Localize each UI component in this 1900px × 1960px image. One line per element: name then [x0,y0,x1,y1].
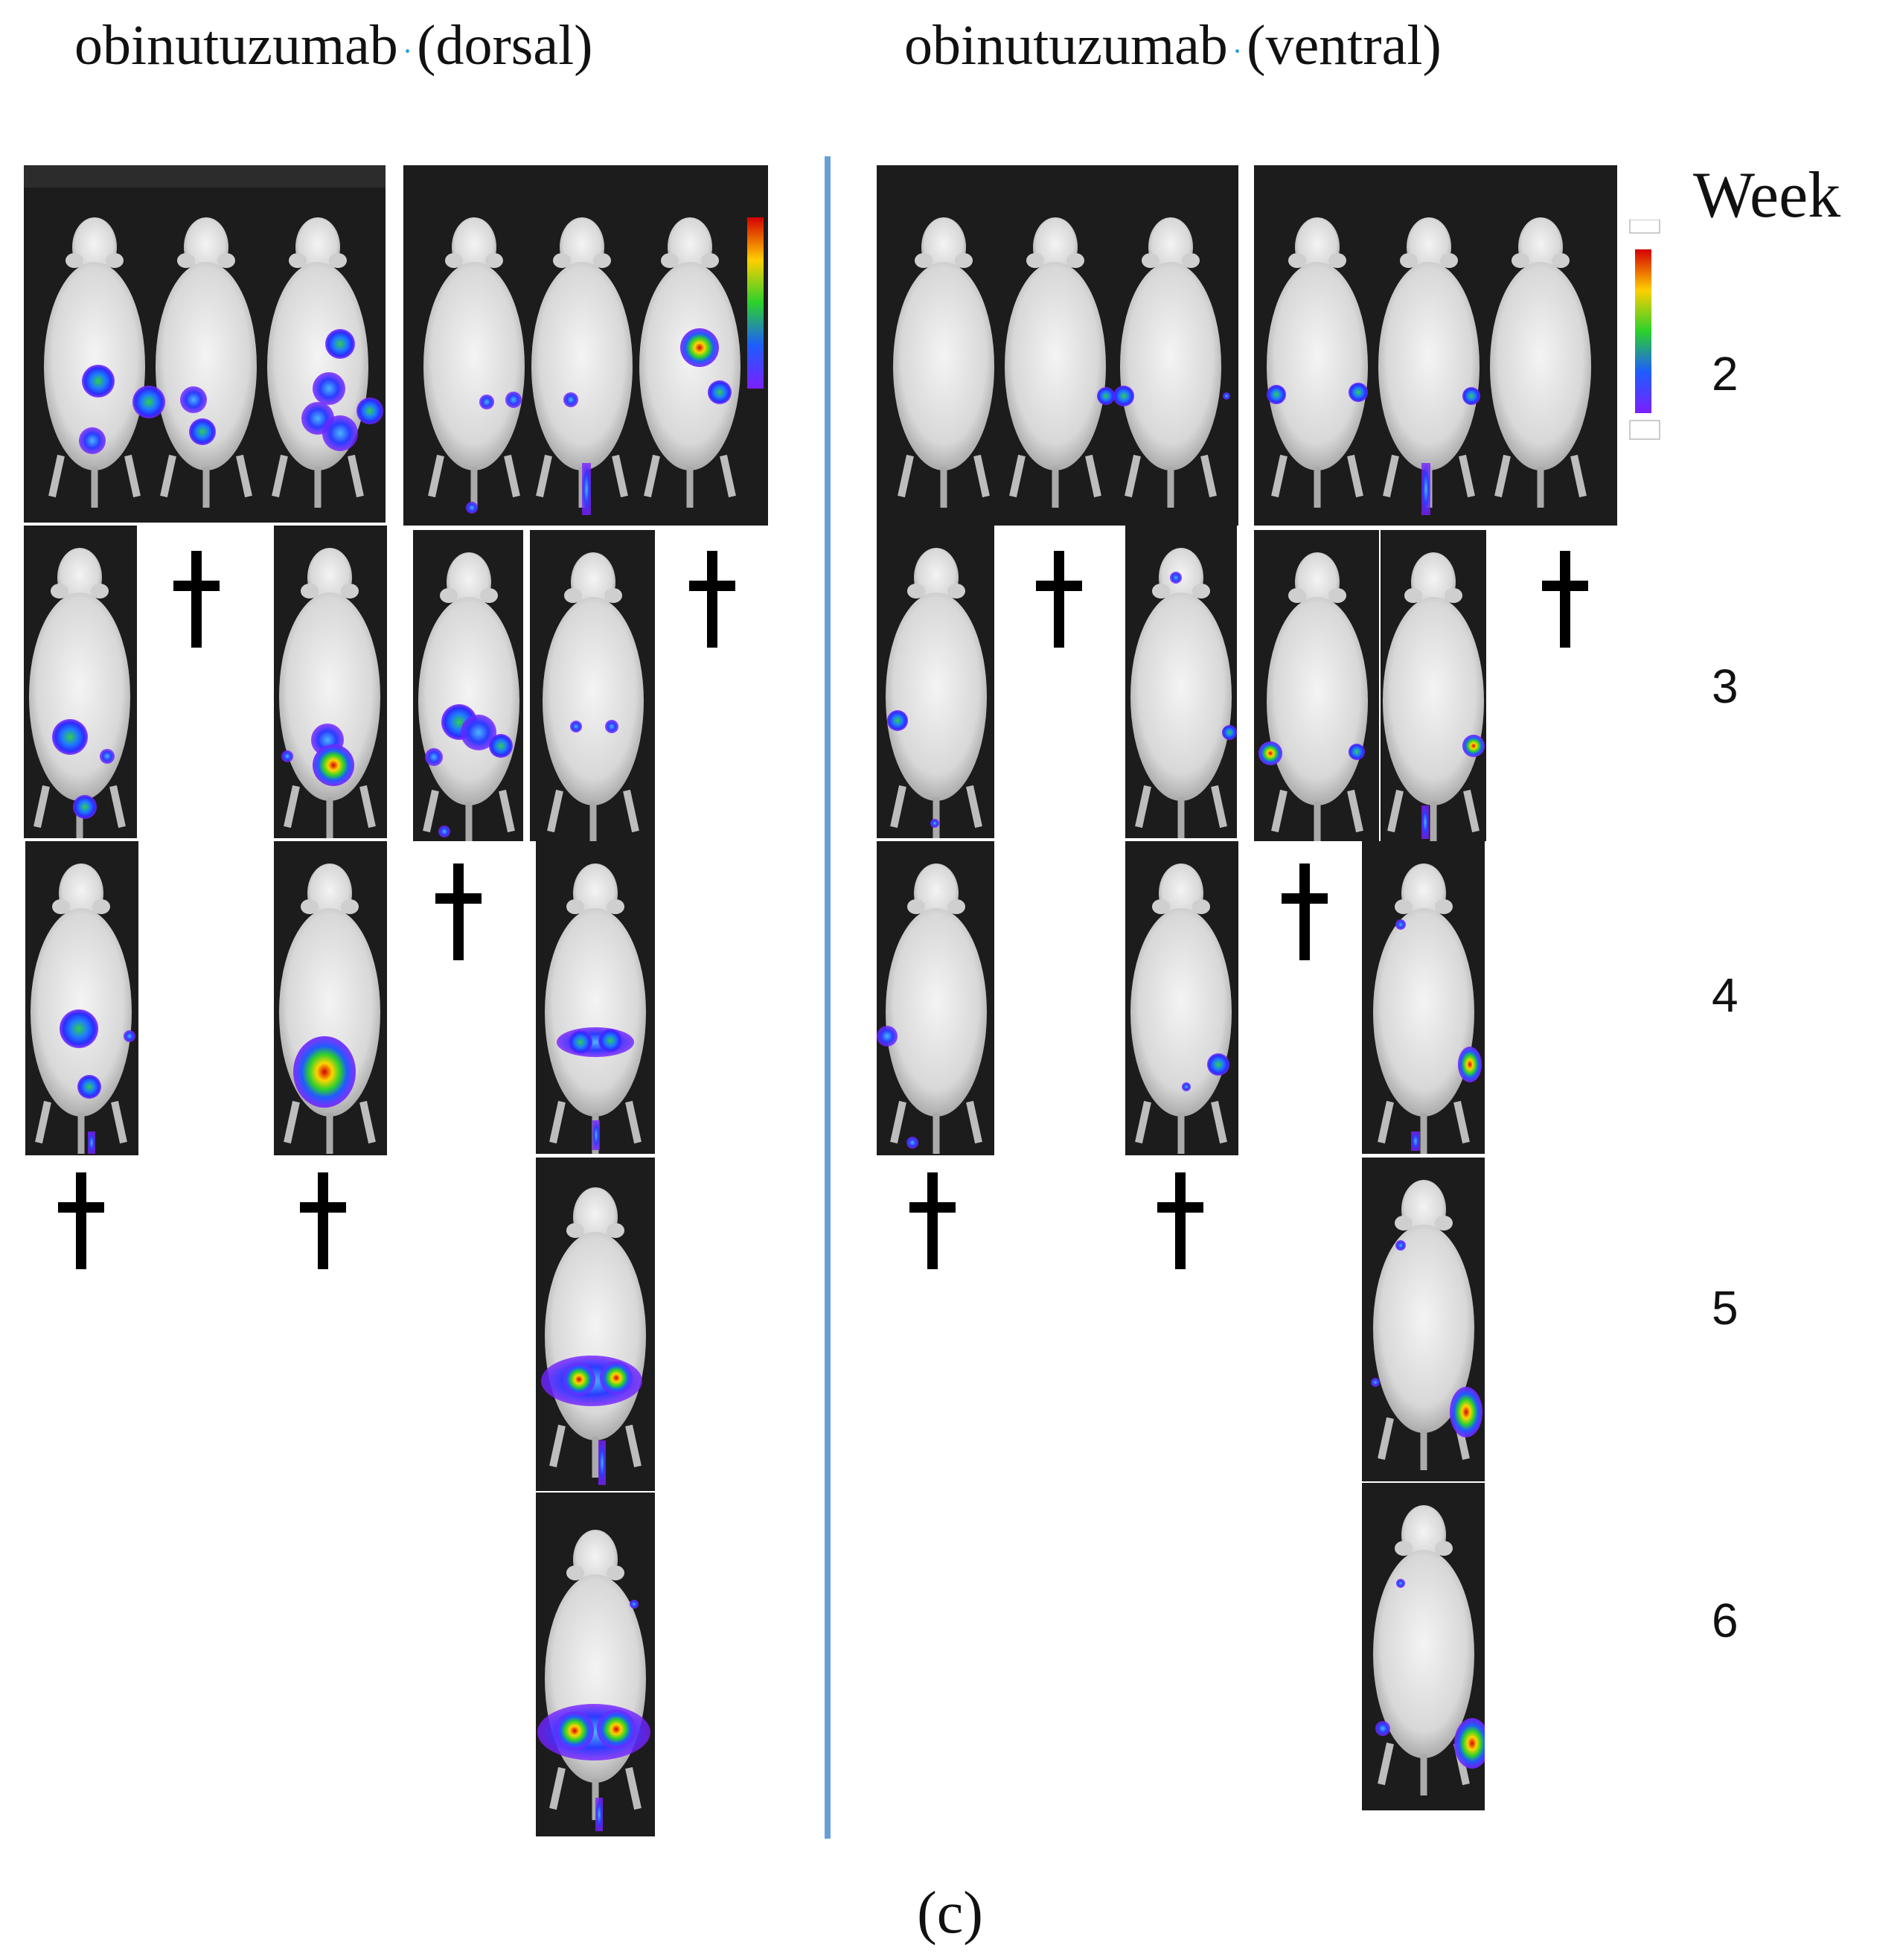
ventral-week3-mouse4 [1254,530,1379,841]
dorsal-week4-mouse5 [536,841,655,1154]
death-cross-icon [1036,551,1082,648]
week-header: Week [1693,159,1841,232]
week-2-label: 2 [1712,347,1739,400]
bioluminescence-colorbar [747,217,764,389]
death-cross-icon [1282,864,1328,960]
ventral-week4-mouse3 [1125,841,1238,1155]
dorsal-week6-mouse5 [536,1493,655,1836]
ventral-week2-panel-b [1254,165,1617,526]
death-cross-icon [435,864,482,960]
week-3-label: 3 [1712,660,1739,713]
bioluminescence-colorbar [1629,220,1660,440]
ventral-week3-mouse1 [877,526,994,838]
dorsal-week5-mouse5 [536,1158,655,1491]
week-6-label: 6 [1712,1594,1739,1647]
death-cross-icon [1542,551,1588,648]
dorsal-week3-mouse4 [413,530,523,841]
dorsal-week3-mouse3 [274,526,387,838]
death-cross-icon [300,1172,346,1269]
dorsal-week2-panel-a [24,165,386,523]
group-divider [825,156,831,1839]
death-cross-icon [1157,1172,1203,1269]
death-cross-icon [689,551,735,648]
ventral-week3-mouse3 [1125,526,1237,838]
death-cross-icon [909,1172,956,1269]
title-dorsal: obinutuzumab ·(dorsal) [74,14,593,77]
title-ventral: obinutuzumab ·(ventral) [904,14,1442,77]
dorsal-week2-panel-b [403,165,768,526]
ventral-week6-mouse5 [1362,1483,1485,1810]
week-5-label: 5 [1712,1281,1739,1335]
dorsal-week3-mouse5 [530,530,655,841]
ventral-week4-mouse5 [1362,841,1485,1154]
ventral-week3-mouse5 [1381,530,1486,841]
ventral-week2-panel-a [877,165,1238,526]
dorsal-week3-mouse1 [24,526,137,838]
ventral-week5-mouse5 [1362,1158,1485,1481]
dorsal-week4-mouse1 [25,841,138,1155]
ventral-week4-mouse1 [877,841,994,1155]
dorsal-week4-mouse3 [274,841,387,1155]
death-cross-icon [173,551,220,648]
death-cross-icon [58,1172,104,1269]
week-4-label: 4 [1712,968,1739,1022]
figure-caption: (c) [917,1880,983,1946]
